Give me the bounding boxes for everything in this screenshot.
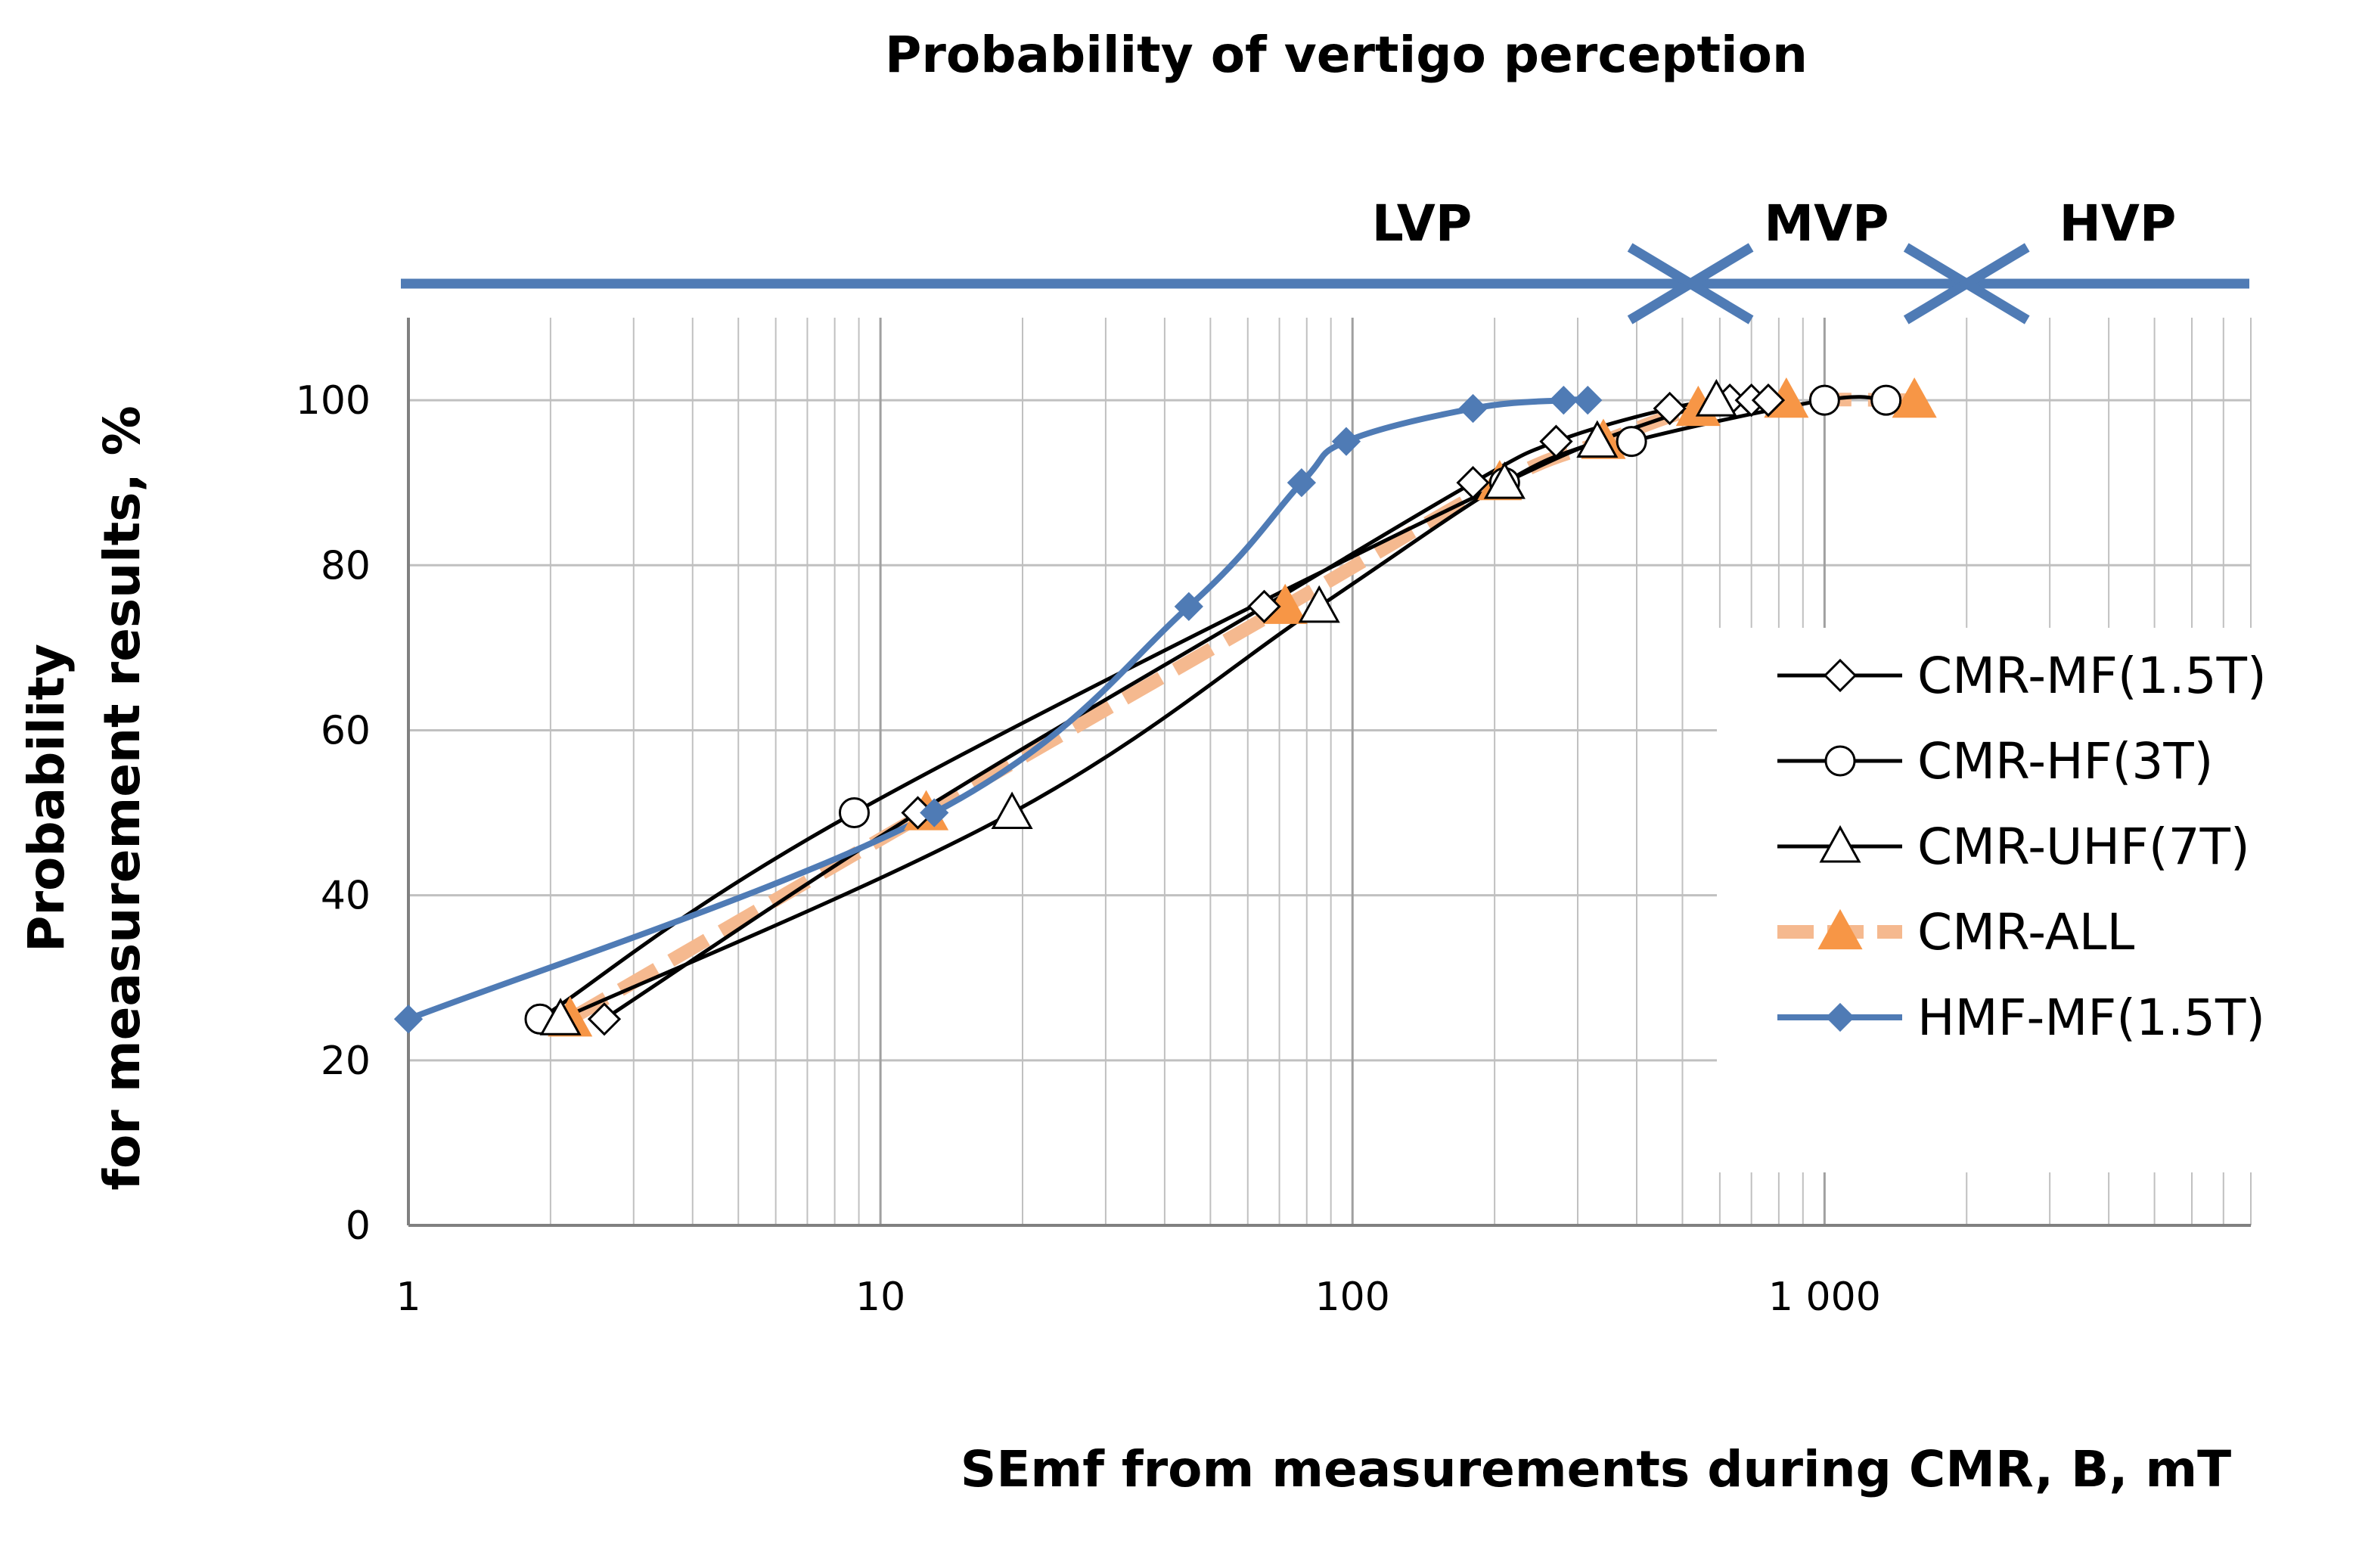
y-tick-label: 80 <box>321 543 371 588</box>
legend-background <box>1717 628 2322 1172</box>
x-tick-label: 1 <box>396 1275 421 1320</box>
legend-label: CMR-ALL <box>1917 903 2134 961</box>
legend-entry: CMR-MF(1.5T) <box>1777 647 2267 705</box>
y-axis-ticks: 0 20 40 60 80 100 <box>296 378 371 1249</box>
x-axis-ticks: 1 10 100 1 000 <box>396 1275 1880 1320</box>
data-point-CMR-HF(3T) <box>1616 426 1647 458</box>
data-point-HMF-MF(1.5T) <box>1573 385 1603 415</box>
legend-label: HMF-MF(1.5T) <box>1917 989 2265 1047</box>
legend-entry: CMR-ALL <box>1777 903 2134 961</box>
legend-entry: CMR-UHF(7T) <box>1777 818 2250 876</box>
y-tick-label: 0 <box>346 1203 371 1249</box>
data-point-CMR-ALL <box>1892 377 1937 418</box>
data-point-CMR-HF(3T) <box>838 797 870 829</box>
data-point-CMR-HF(3T) <box>1808 384 1840 416</box>
legend-entry: HMF-MF(1.5T) <box>1777 989 2265 1047</box>
data-point-CMR-UHF(7T) <box>1298 585 1340 623</box>
x-tick-label: 1 000 <box>1768 1275 1881 1320</box>
legend-label: CMR-UHF(7T) <box>1917 818 2250 876</box>
legend-swatch-marker <box>1823 658 1858 693</box>
y-tick-label: 40 <box>321 874 371 919</box>
hvp-arrow-head <box>1957 243 2030 324</box>
data-point-HMF-MF(1.5T) <box>920 798 949 827</box>
data-point-CMR-HF(3T) <box>1870 384 1902 416</box>
zone-arrows: LVP MVP HVP <box>401 194 2249 324</box>
legend-swatch-marker <box>1824 745 1856 777</box>
data-point-CMR-MF(1.5T) <box>1653 391 1687 426</box>
chart-title: Probability of vertigo perception <box>885 26 1808 84</box>
data-point-CMR-MF(1.5T) <box>1456 466 1490 500</box>
legend-entry: CMR-HF(3T) <box>1777 732 2213 790</box>
data-point-CMR-MF(1.5T) <box>1539 424 1573 458</box>
zone-label-lvp: LVP <box>1372 194 1472 253</box>
data-point-CMR-UHF(7T) <box>539 998 582 1036</box>
data-point-HMF-MF(1.5T) <box>1287 468 1317 498</box>
legend: CMR-MF(1.5T) CMR-HF(3T) CMR-UHF(7T) CMR-ALL… <box>1777 647 2267 1047</box>
data-point-HMF-MF(1.5T) <box>1174 591 1203 621</box>
data-point-CMR-UHF(7T) <box>1695 379 1737 417</box>
data-point-HMF-MF(1.5T) <box>1458 393 1488 424</box>
data-point-HMF-MF(1.5T) <box>1549 385 1578 415</box>
y-axis-label-line2: for measurement results, % <box>93 405 151 1191</box>
x-axis-label: SEmf from measurements during CMR, B, mT <box>961 1440 2231 1498</box>
x-tick-label: 100 <box>1315 1275 1390 1320</box>
zone-label-mvp: MVP <box>1764 194 1889 253</box>
legend-label: CMR-MF(1.5T) <box>1917 647 2267 705</box>
zone-label-hvp: HVP <box>2059 194 2177 253</box>
data-point-CMR-MF(1.5T) <box>1247 589 1281 623</box>
data-point-HMF-MF(1.5T) <box>1331 427 1361 456</box>
data-point-CMR-MF(1.5T) <box>587 1002 622 1036</box>
mvp-arrow-head-left <box>1681 243 1754 324</box>
legend-swatch-marker <box>1819 824 1861 863</box>
y-tick-label: 100 <box>296 378 371 424</box>
y-tick-label: 20 <box>321 1039 371 1084</box>
series-line-CMR-MF(1.5T) <box>603 397 1768 1021</box>
series-markers <box>393 377 1937 1037</box>
series-line-HMF-MF(1.5T) <box>408 396 1588 1022</box>
data-point-CMR-UHF(7T) <box>1576 420 1619 458</box>
data-point-HMF-MF(1.5T) <box>393 1004 424 1034</box>
x-tick-label: 10 <box>855 1275 905 1320</box>
legend-label: CMR-HF(3T) <box>1917 732 2213 790</box>
y-axis-label: Probability for measurement results, % <box>17 405 151 1191</box>
y-tick-label: 60 <box>321 708 371 753</box>
data-point-CMR-MF(1.5T) <box>1751 383 1786 418</box>
legend-swatch-marker <box>1825 1002 1855 1032</box>
y-axis-label-line1: Probability <box>17 644 76 952</box>
data-point-CMR-UHF(7T) <box>1483 461 1526 499</box>
legend-swatch-marker <box>1817 908 1863 950</box>
data-point-CMR-UHF(7T) <box>991 791 1033 830</box>
